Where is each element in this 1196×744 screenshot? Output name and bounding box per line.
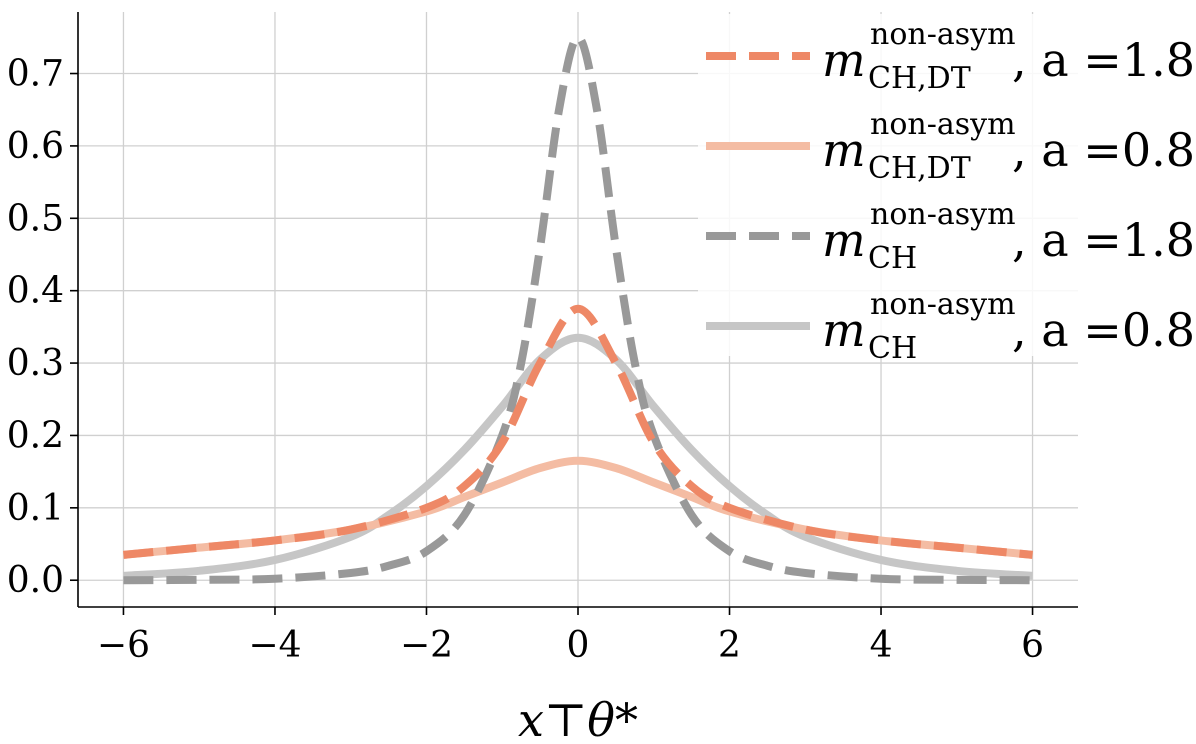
series-lines — [123, 33, 1033, 585]
legend-symbol: m — [822, 303, 866, 357]
legend-value: 0.8 — [1122, 123, 1195, 177]
legend-value: 0.8 — [1122, 303, 1195, 357]
legend-superscript: non-asym — [870, 17, 1016, 52]
x-tick-label: −6 — [97, 625, 150, 666]
legend-subscript: CH — [868, 331, 917, 366]
axes — [70, 12, 1078, 615]
y-tick-label: 0.0 — [7, 560, 64, 601]
legend-value: 1.8 — [1122, 213, 1195, 267]
y-tick-label: 0.7 — [7, 54, 64, 95]
legend-entry-4: m non-asym CH , a =0.8 — [822, 287, 1195, 366]
series-line-3 — [123, 33, 1033, 585]
legend-entry-1: m non-asym CH,DT , a =1.8 — [822, 17, 1195, 96]
legend-value: 1.8 — [1122, 33, 1195, 87]
legend-background — [698, 14, 1194, 356]
legend-parameter: , a = — [1012, 33, 1122, 87]
x-tick-label: 6 — [1021, 625, 1044, 666]
y-tick-label: 0.2 — [7, 415, 64, 456]
x-tick-label: 2 — [718, 625, 741, 666]
legend-superscript: non-asym — [870, 287, 1016, 322]
x-tick-label: 0 — [567, 625, 590, 666]
legend-entry-2: m non-asym CH,DT , a =0.8 — [822, 107, 1195, 186]
legend-entry-3: m non-asym CH , a =1.8 — [822, 197, 1195, 276]
y-tick-label: 0.6 — [7, 126, 64, 167]
series-line-4 — [123, 333, 1033, 580]
y-tick-label: 0.1 — [7, 488, 64, 529]
legend-symbol: m — [822, 33, 866, 87]
x-tick-label: −2 — [400, 625, 453, 666]
legend-superscript: non-asym — [870, 107, 1016, 142]
legend-symbol: m — [822, 213, 866, 267]
legend-subscript: CH — [868, 241, 917, 276]
tick-labels: −6 −4 −2 0 2 4 6 0.0 0.1 0.2 0.3 0.4 0.5 0.6 0.7 — [7, 54, 1044, 666]
x-tick-label: 4 — [870, 625, 893, 666]
y-tick-label: 0.4 — [7, 271, 64, 312]
series-line-1 — [123, 304, 1033, 559]
x-tick-label: −4 — [248, 625, 301, 666]
x-axis-label: x⊤θ* — [518, 693, 638, 744]
legend-parameter: , a = — [1012, 303, 1122, 357]
legend-parameter: , a = — [1012, 123, 1122, 177]
legend-subscript: CH,DT — [868, 151, 971, 186]
legend-superscript: non-asym — [870, 197, 1016, 232]
y-tick-label: 0.3 — [7, 343, 64, 384]
legend-parameter: , a = — [1012, 213, 1122, 267]
legend-subscript: CH,DT — [868, 61, 971, 96]
legend-symbol: m — [822, 123, 866, 177]
legend: m non-asym CH,DT, a =1.8m non-asym CH,DT, a … — [698, 14, 1195, 366]
y-tick-label: 0.5 — [7, 198, 64, 239]
